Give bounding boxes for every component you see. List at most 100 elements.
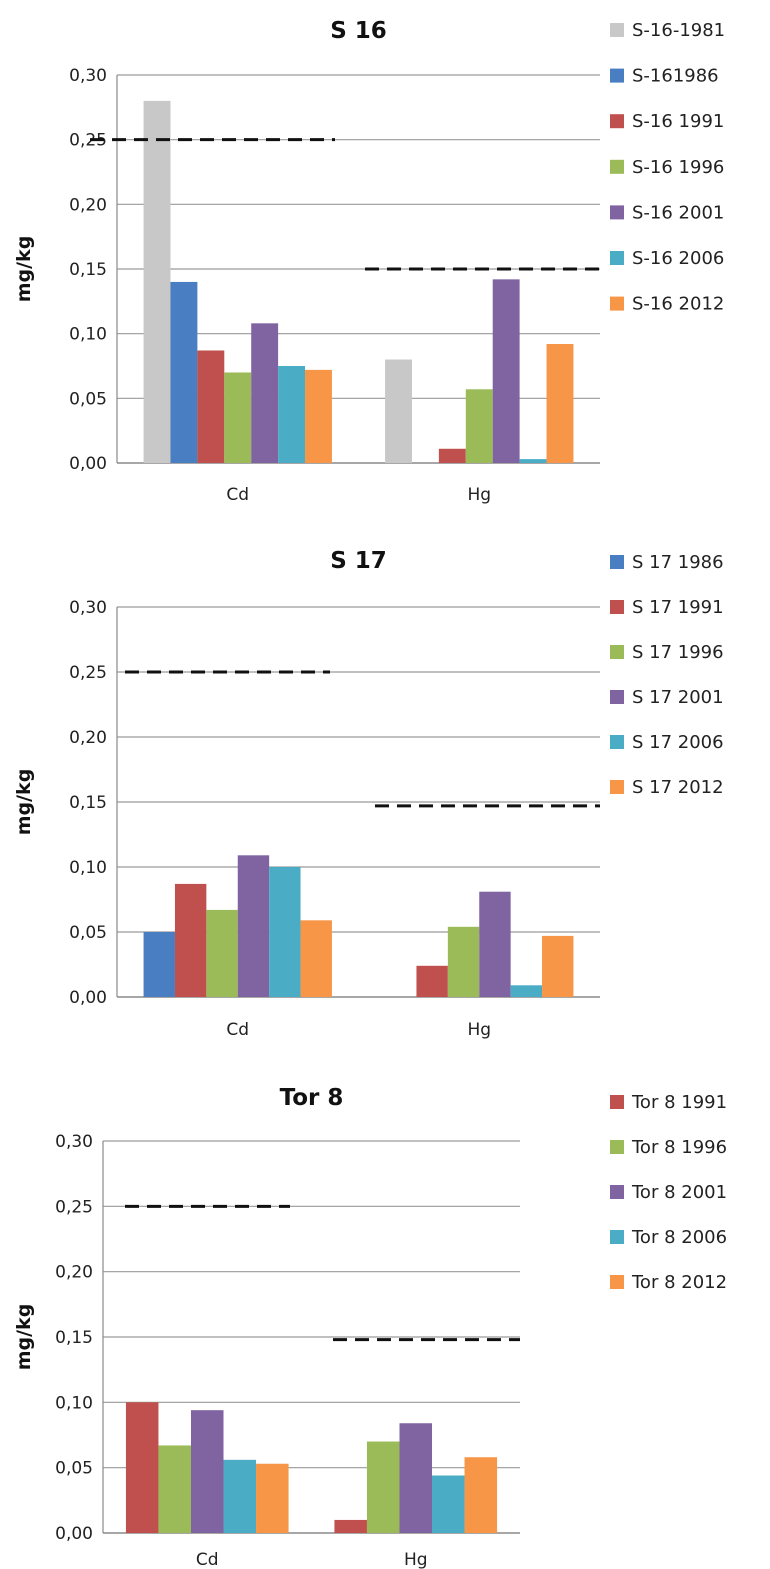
chart-tor8-svg: Tor 8 mg/kg 0,00 0,05 0,10 0,15 0,20 0,25 0,30 Cd… bbox=[13, 1085, 727, 1569]
legend-swatch bbox=[610, 296, 624, 311]
bar-tor-8-2001-cd bbox=[190, 1410, 224, 1533]
bar-tor-8-2006-cd bbox=[223, 1459, 257, 1533]
legend-swatch bbox=[610, 114, 624, 129]
bar-s-16-1996-hg bbox=[465, 389, 493, 463]
legend-label: S 17 2001 bbox=[632, 687, 724, 708]
y-tick-label: 0,25 bbox=[69, 663, 107, 683]
legend-label: S-16 1996 bbox=[632, 157, 724, 178]
legend-swatch bbox=[610, 1230, 624, 1244]
chart-s16-svg: S 16 mg/kg 0,00 0,05 0,10 0,15 0,20 0,25 0,30 Cd H… bbox=[13, 18, 725, 505]
legend-swatch bbox=[610, 159, 624, 174]
bar-tor-8-2012-cd bbox=[256, 1463, 289, 1533]
bar-s-16-1981-cd bbox=[143, 100, 171, 463]
y-tick-label: 0,25 bbox=[55, 1197, 93, 1217]
y-tick-label: 0,20 bbox=[69, 728, 107, 748]
bar-s-161986-cd bbox=[170, 281, 198, 463]
bar-s-16-2001-hg bbox=[492, 279, 520, 463]
bar-tor-8-1996-cd bbox=[158, 1445, 191, 1533]
chart-s16: S 16 mg/kg 0,00 0,05 0,10 0,15 0,20 0,25 0,30 Cd H… bbox=[0, 0, 770, 520]
y-tick-label: 0,15 bbox=[55, 1328, 93, 1348]
legend-swatch bbox=[610, 1140, 624, 1154]
y-tick-label: 0,10 bbox=[69, 858, 107, 878]
x-tick-label: Hg bbox=[467, 485, 491, 505]
bar-s-16-2001-cd bbox=[251, 323, 279, 463]
bar-s-16-1981-hg bbox=[385, 359, 412, 463]
bar-s-17-1996-hg bbox=[447, 926, 480, 997]
bar-s-17-1991-hg bbox=[416, 965, 448, 997]
x-tick-label: Cd bbox=[226, 1020, 249, 1040]
bar-s-17-2006-cd bbox=[269, 867, 301, 997]
legend-label: S 17 1991 bbox=[632, 597, 724, 618]
bar-s-16-1991-cd bbox=[197, 350, 225, 463]
bar-s-16-2012-cd bbox=[305, 369, 332, 463]
y-tick-label: 0,05 bbox=[55, 1459, 93, 1479]
y-tick-label: 0,10 bbox=[55, 1393, 93, 1413]
bar-s-16-2012-hg bbox=[546, 344, 574, 463]
legend-label: S-16 2012 bbox=[632, 294, 724, 315]
bar-s-17-2012-cd bbox=[300, 920, 332, 997]
bar-s-17-2001-cd bbox=[237, 855, 270, 997]
y-axis-label: mg/kg bbox=[13, 1304, 35, 1371]
legend-label: S 17 1996 bbox=[632, 642, 724, 663]
legend-swatch bbox=[610, 735, 624, 749]
bar-s-17-1986-cd bbox=[143, 932, 175, 997]
legend-label: S 17 2006 bbox=[632, 732, 724, 753]
chart-s17-svg: S 17 mg/kg 0,00 0,05 0,10 0,15 0,20 0,25 0,30 Cd H… bbox=[13, 548, 724, 1040]
legend-swatch bbox=[610, 645, 624, 659]
legend-swatch bbox=[610, 690, 624, 704]
y-tick-label: 0,30 bbox=[69, 598, 107, 618]
legend-label: Tor 8 1991 bbox=[631, 1092, 727, 1113]
x-tick-label: Cd bbox=[226, 485, 249, 505]
bar-s-16-1991-hg bbox=[438, 448, 466, 463]
legend-label: S 17 2012 bbox=[632, 777, 724, 798]
legend-swatch bbox=[610, 1095, 624, 1109]
chart-s17: S 17 mg/kg 0,00 0,05 0,10 0,15 0,20 0,25 0,30 Cd H… bbox=[0, 520, 770, 1040]
y-tick-label: 0,15 bbox=[69, 260, 107, 280]
y-axis-label: mg/kg bbox=[13, 236, 35, 303]
legend-label: S-161986 bbox=[632, 66, 719, 87]
legend-swatch bbox=[610, 251, 624, 265]
chart-title: S 16 bbox=[330, 18, 387, 44]
y-tick-label: 0,10 bbox=[69, 325, 107, 345]
legend-swatch bbox=[610, 205, 624, 220]
legend-swatch bbox=[610, 68, 624, 83]
chart-title: Tor 8 bbox=[280, 1085, 344, 1111]
bar-s-17-1991-cd bbox=[174, 883, 207, 997]
bar-s-17-1996-cd bbox=[206, 909, 238, 997]
y-tick-label: 0,20 bbox=[55, 1263, 93, 1283]
legend-swatch bbox=[610, 1275, 624, 1289]
bar-s-17-2001-hg bbox=[479, 891, 511, 997]
x-tick-label: Hg bbox=[467, 1020, 491, 1040]
bar-tor-8-2012-hg bbox=[464, 1457, 498, 1533]
legend-label: S 17 1986 bbox=[632, 552, 724, 573]
y-tick-label: 0,15 bbox=[69, 793, 107, 813]
y-tick-label: 0,05 bbox=[69, 923, 107, 943]
y-tick-label: 0,30 bbox=[55, 1132, 93, 1152]
legend-swatch bbox=[610, 555, 624, 569]
bar-tor-8-1991-hg bbox=[334, 1519, 367, 1533]
chart-title: S 17 bbox=[330, 548, 387, 574]
bar-tor-8-1991-cd bbox=[125, 1402, 159, 1533]
y-tick-label: 0,00 bbox=[69, 454, 107, 474]
chart-tor8: Tor 8 mg/kg 0,00 0,05 0,10 0,15 0,20 0,25 0,30 Cd… bbox=[0, 1025, 770, 1569]
legend-label: S-16 2006 bbox=[632, 248, 724, 269]
legend-label: Tor 8 2006 bbox=[631, 1227, 727, 1248]
legend-label: Tor 8 2001 bbox=[631, 1182, 727, 1203]
bar-s-16-1996-cd bbox=[224, 372, 252, 463]
y-tick-label: 0,05 bbox=[69, 389, 107, 409]
legend-swatch bbox=[610, 780, 624, 794]
y-tick-label: 0,00 bbox=[55, 1524, 93, 1544]
y-axis-label: mg/kg bbox=[13, 769, 35, 836]
bar-s-16-2006-cd bbox=[278, 366, 306, 463]
bar-tor-8-2006-hg bbox=[432, 1475, 465, 1533]
bar-tor-8-2001-hg bbox=[399, 1423, 433, 1533]
bar-s-17-2006-hg bbox=[510, 985, 543, 997]
legend-label: S-16 2001 bbox=[632, 202, 724, 223]
x-tick-label: Cd bbox=[196, 1550, 219, 1569]
legend-swatch bbox=[610, 600, 624, 614]
y-tick-label: 0,25 bbox=[69, 131, 107, 151]
legend-label: Tor 8 2012 bbox=[631, 1272, 727, 1293]
legend-label: S-16-1981 bbox=[632, 20, 725, 41]
bar-tor-8-1996-hg bbox=[366, 1441, 400, 1533]
legend-label: S-16 1991 bbox=[632, 111, 724, 132]
